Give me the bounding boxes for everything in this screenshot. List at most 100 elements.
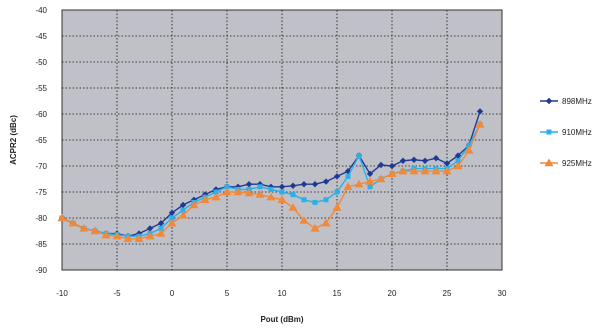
x-tick-label: 30 [498, 289, 507, 298]
x-tick-label: -10 [56, 289, 68, 298]
x-tick-label: 0 [170, 289, 175, 298]
data-point-898mhz [476, 108, 484, 115]
data-point-925mhz [57, 213, 67, 222]
data-point-910mhz [180, 207, 186, 213]
data-point-925mhz [398, 166, 408, 175]
data-point-925mhz [123, 234, 133, 242]
data-point-925mhz [376, 174, 386, 183]
data-point-925mhz [442, 166, 452, 175]
data-point-898mhz [322, 178, 330, 185]
data-point-898mhz [278, 183, 286, 190]
y-tick-label: -90 [35, 266, 47, 275]
legend-marker-898mhz [545, 97, 553, 105]
y-tick-label: -65 [35, 136, 47, 145]
data-point-925mhz [167, 218, 177, 227]
data-point-898mhz [443, 160, 451, 167]
data-point-925mhz [266, 192, 276, 201]
data-point-925mhz [211, 192, 221, 201]
legend-item-925mhz: 925MHz [540, 158, 592, 168]
data-point-925mhz [332, 203, 342, 211]
data-point-925mhz [112, 231, 122, 240]
data-point-925mhz [475, 119, 485, 128]
data-point-925mhz [145, 231, 155, 240]
data-point-910mhz [290, 192, 296, 198]
data-point-898mhz [157, 220, 165, 227]
data-point-925mhz [200, 195, 210, 203]
data-point-910mhz [158, 225, 164, 231]
x-axis-title: Pout (dBm) [260, 315, 303, 324]
data-point-925mhz [299, 216, 309, 224]
x-tick-label: 5 [225, 289, 230, 298]
data-point-925mhz [255, 190, 265, 198]
series-925mhz [57, 119, 485, 242]
legend-item-898mhz: 898MHz [540, 97, 592, 106]
y-tick-label: -80 [35, 214, 47, 223]
data-point-925mhz [189, 200, 199, 209]
legend-label-898mhz: 898MHz [562, 97, 592, 106]
data-point-925mhz [244, 188, 254, 197]
y-tick-label: -55 [35, 84, 47, 93]
data-point-898mhz [168, 209, 176, 216]
data-point-898mhz [410, 156, 418, 163]
data-point-925mhz [420, 166, 430, 175]
data-point-898mhz [432, 155, 440, 162]
data-point-898mhz [366, 170, 374, 177]
y-tick-label: -75 [35, 188, 47, 197]
data-point-910mhz [356, 153, 362, 159]
data-point-925mhz [178, 210, 188, 219]
data-point-925mhz [343, 182, 353, 190]
legend-marker-925mhz [544, 158, 554, 167]
data-point-898mhz [388, 162, 396, 170]
data-point-925mhz [387, 169, 397, 177]
data-point-898mhz [377, 161, 385, 169]
data-point-910mhz [466, 142, 472, 148]
data-point-898mhz [311, 181, 319, 188]
data-point-925mhz [409, 166, 419, 175]
data-point-910mhz [367, 184, 373, 190]
legend-marker-910mhz [546, 129, 552, 135]
data-point-898mhz [245, 181, 253, 188]
legend-item-910mhz: 910MHz [540, 128, 592, 137]
y-tick-label: -60 [35, 110, 47, 119]
y-tick-label: -45 [35, 32, 47, 41]
data-point-925mhz [134, 234, 144, 242]
data-point-925mhz [222, 187, 232, 196]
data-point-925mhz [79, 223, 89, 232]
y-tick-label: -40 [35, 6, 47, 15]
data-point-925mhz [233, 187, 243, 196]
data-point-898mhz [212, 186, 220, 193]
data-point-925mhz [101, 230, 111, 239]
data-point-910mhz [345, 173, 351, 179]
data-point-925mhz [90, 226, 100, 235]
data-point-910mhz [301, 197, 307, 203]
data-point-910mhz [323, 197, 329, 203]
data-point-925mhz [321, 218, 331, 227]
x-tick-label: 20 [388, 289, 397, 298]
data-point-898mhz [454, 152, 462, 159]
legend-label-910mhz: 910MHz [562, 128, 592, 137]
data-point-898mhz [300, 181, 308, 188]
data-point-925mhz [431, 166, 441, 175]
data-point-898mhz [421, 157, 429, 164]
legend-label-925mhz: 925MHz [562, 159, 592, 168]
y-tick-label: -50 [35, 58, 47, 67]
data-point-925mhz [354, 179, 364, 188]
data-point-910mhz [268, 186, 274, 192]
y-tick-label: -70 [35, 162, 47, 171]
data-point-898mhz [333, 173, 341, 180]
x-tick-label: 25 [443, 289, 452, 298]
data-point-925mhz [68, 218, 78, 227]
data-point-910mhz [279, 189, 285, 195]
data-point-898mhz [399, 157, 407, 164]
data-point-898mhz [146, 225, 154, 232]
data-point-910mhz [312, 199, 318, 205]
y-tick-label: -85 [35, 240, 47, 249]
data-point-910mhz [334, 189, 340, 195]
data-point-925mhz [464, 145, 474, 154]
data-point-910mhz [213, 189, 219, 195]
data-point-898mhz [179, 201, 187, 209]
data-point-925mhz [277, 195, 287, 203]
data-point-910mhz [455, 158, 461, 164]
data-point-910mhz [257, 184, 263, 190]
